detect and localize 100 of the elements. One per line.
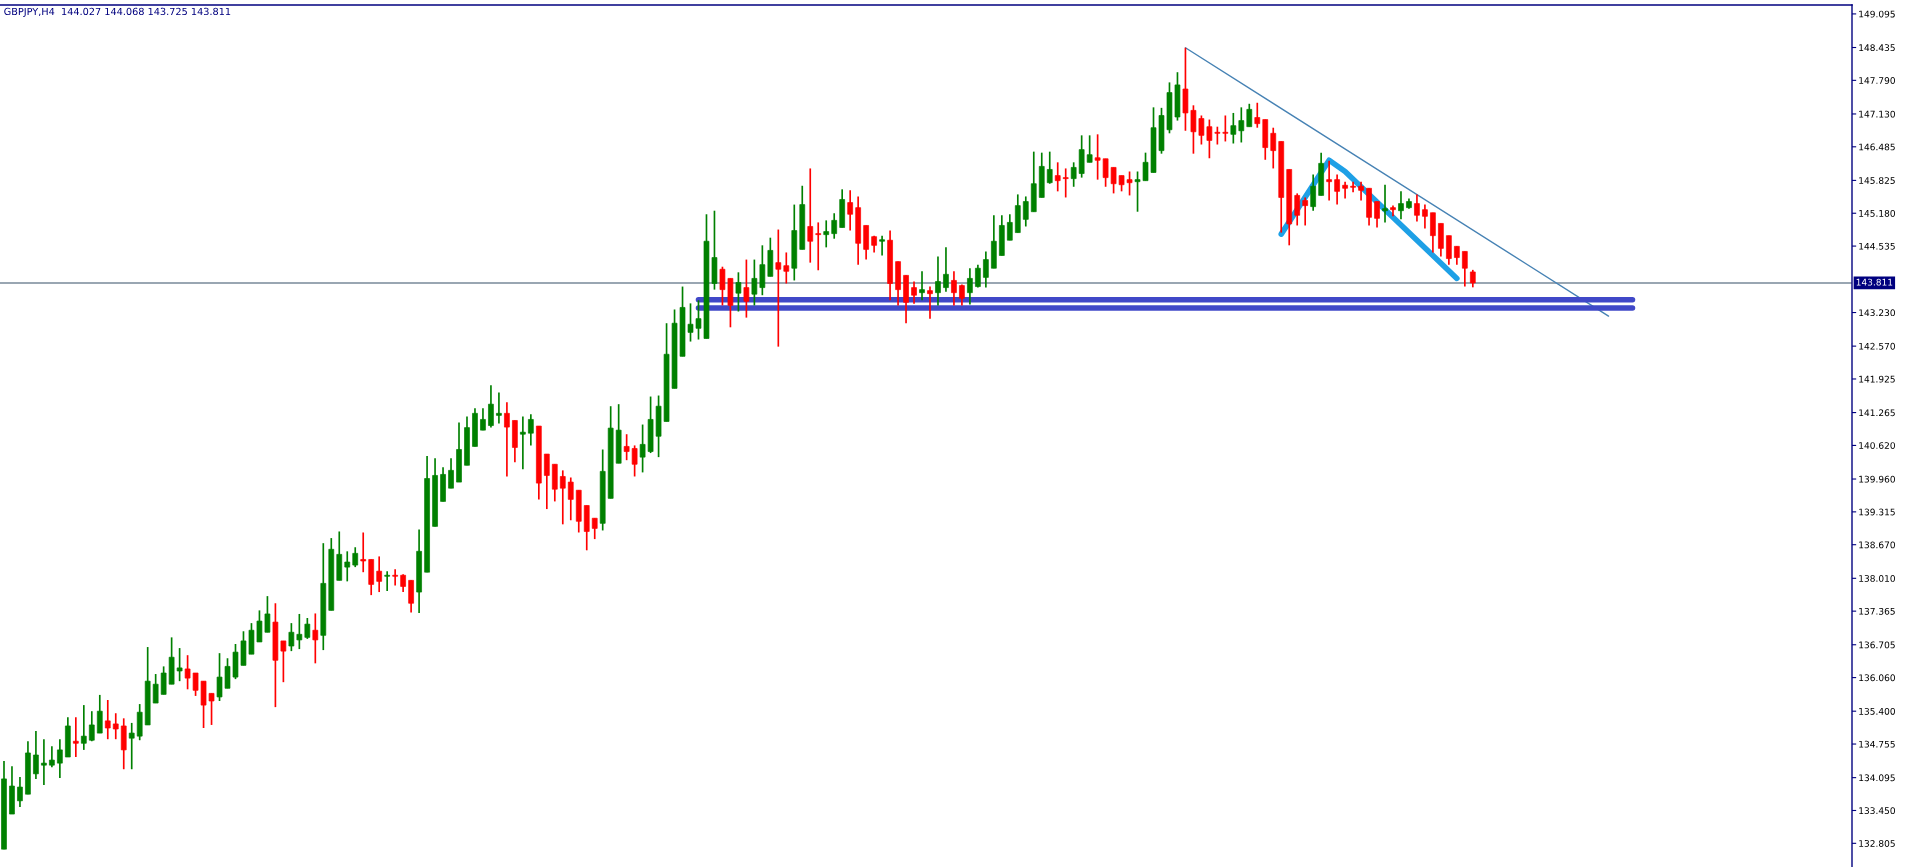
- y-tick-label: 144.535: [1859, 242, 1895, 250]
- candlestick: [1046, 150, 1053, 185]
- candlestick: [304, 617, 311, 640]
- candlestick: [1062, 167, 1069, 199]
- candlestick: [1254, 101, 1261, 129]
- candlestick: [567, 476, 574, 522]
- candlestick: [759, 244, 766, 297]
- y-tick-label: 147.130: [1859, 110, 1895, 118]
- candlestick: [1422, 203, 1428, 230]
- candlestick: [41, 738, 47, 786]
- y-tick-label: 142.570: [1859, 342, 1895, 350]
- candlestick: [152, 673, 159, 704]
- candlestick: [1078, 134, 1085, 179]
- y-tick-label: 136.705: [1859, 641, 1895, 649]
- candlestick: [33, 730, 39, 780]
- candlestick: [312, 612, 319, 665]
- candlestick: [927, 285, 933, 320]
- candlestick: [136, 703, 143, 742]
- candlestick: [384, 570, 390, 592]
- candlestick: [120, 717, 127, 771]
- candlestick: [392, 568, 398, 587]
- y-tick-label: 139.315: [1859, 508, 1895, 516]
- candlestick: [1454, 245, 1460, 266]
- y-tick-label: 132.805: [1859, 840, 1895, 847]
- candlestick: [288, 622, 295, 652]
- candlestick: [96, 694, 103, 734]
- candlestick: [1230, 112, 1237, 145]
- candlestick: [783, 251, 790, 285]
- candlestick: [735, 271, 742, 313]
- y-tick-label: 138.010: [1859, 575, 1895, 582]
- candlestick: [775, 228, 782, 348]
- y-tick-label: 148.435: [1859, 44, 1895, 52]
- candlestick: [911, 280, 917, 305]
- candlestick: [751, 258, 758, 307]
- candlestick: [823, 219, 830, 249]
- y-tick-label: 140.620: [1859, 442, 1895, 449]
- candlestick: [496, 391, 502, 425]
- y-tick-label: 145.825: [1859, 177, 1895, 184]
- candlestick: [1294, 192, 1301, 227]
- candlestick: [49, 745, 55, 769]
- candlestick: [504, 401, 510, 478]
- candlestick: [983, 250, 989, 289]
- candlestick: [847, 189, 853, 232]
- candlestick: [559, 469, 566, 526]
- candlestick: [623, 433, 630, 462]
- candlestick: [17, 776, 23, 808]
- candlestick: [1222, 114, 1229, 143]
- candlestick: [88, 710, 95, 743]
- y-tick-label: 134.095: [1859, 774, 1895, 782]
- y-tick-label: 139.960: [1859, 475, 1895, 483]
- y-tick-label: 145.180: [1859, 209, 1895, 217]
- y-tick-label: 141.265: [1859, 409, 1895, 417]
- y-tick-label: 135.400: [1859, 707, 1895, 715]
- candlestick: [112, 712, 119, 741]
- candlestick: [1246, 102, 1253, 128]
- candlestick: [1414, 193, 1420, 223]
- candlestick: [879, 234, 885, 257]
- y-tick-label: 134.755: [1859, 740, 1895, 748]
- candlestick: [943, 246, 949, 293]
- candlestick: [128, 722, 135, 771]
- candlestick: [344, 550, 351, 583]
- candlestick: [831, 212, 838, 240]
- ref-line-label: 143.811: [1856, 278, 1893, 286]
- y-tick-label: 141.925: [1859, 375, 1895, 383]
- candlestick: [104, 699, 111, 741]
- candlestick: [80, 704, 87, 751]
- candlestick: [743, 258, 750, 319]
- y-tick-label: 149.095: [1859, 10, 1895, 18]
- candlestick: [480, 407, 486, 431]
- y-tick-label: 136.060: [1859, 674, 1895, 682]
- candlestick: [975, 263, 981, 289]
- candlestick: [1374, 200, 1380, 229]
- candlestick: [376, 555, 383, 593]
- candlestick: [951, 270, 957, 307]
- y-tick-label: 146.485: [1859, 143, 1895, 151]
- candlestick: [543, 453, 550, 510]
- candlestick: [448, 457, 454, 490]
- candlestick: [807, 167, 814, 264]
- y-tick-label: 147.790: [1859, 77, 1895, 84]
- y-tick-label: 138.670: [1859, 541, 1895, 549]
- chart-title: GBPJPY,H4 144.027 144.068 143.725 143.811: [4, 7, 231, 17]
- candlestick: [631, 444, 638, 478]
- candlestick: [408, 579, 414, 614]
- candlestick: [967, 267, 973, 306]
- y-tick-label: 137.365: [1859, 607, 1895, 615]
- candlestick: [815, 221, 822, 272]
- candlestick: [352, 546, 359, 568]
- candlestick: [1070, 161, 1077, 188]
- candlestick: [1302, 196, 1309, 227]
- candlestick: [1310, 173, 1316, 212]
- candlestick: [935, 255, 941, 307]
- candlestick: [1022, 195, 1029, 228]
- candlestick: [1398, 190, 1404, 221]
- candlestick: [1382, 183, 1388, 224]
- candlestick: [1054, 161, 1061, 193]
- y-tick-label: 143.230: [1859, 309, 1895, 317]
- candlestick: [1334, 173, 1340, 206]
- candlestick: [520, 415, 526, 471]
- candlestick: [1430, 211, 1436, 254]
- candlestick: [863, 224, 869, 261]
